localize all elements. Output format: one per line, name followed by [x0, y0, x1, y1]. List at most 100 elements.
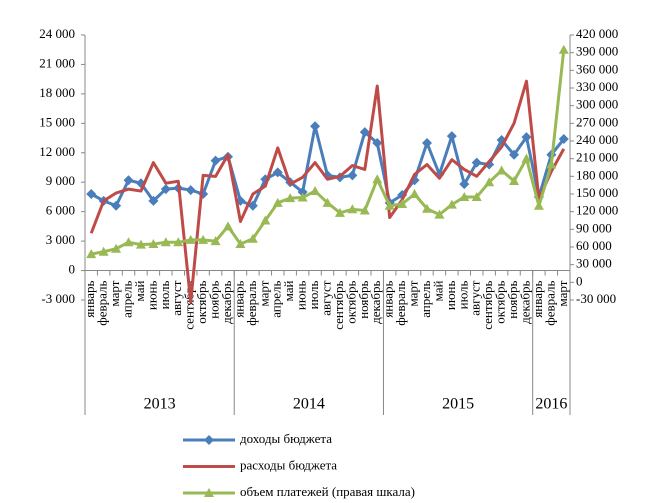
group-label: 2015	[442, 396, 474, 413]
legend-marker	[204, 488, 214, 497]
series-marker	[484, 177, 495, 187]
series-marker	[509, 176, 520, 186]
x-tick-label: декабрь	[368, 280, 383, 323]
x-tick-label: июль	[306, 280, 321, 309]
series-marker	[397, 199, 408, 209]
series-marker	[372, 174, 383, 184]
x-tick-label: март	[256, 280, 271, 306]
series-marker	[185, 185, 196, 196]
x-tick-label: октябрь	[343, 280, 358, 323]
series-marker	[421, 203, 432, 213]
series-marker	[521, 153, 532, 163]
y2-tick-label: 120 000	[576, 203, 618, 218]
x-tick-label: ноябрь	[505, 280, 520, 318]
x-tick-label: апрель	[120, 280, 135, 317]
series-marker	[185, 234, 196, 244]
series-marker	[123, 237, 134, 247]
x-tick-label: октябрь	[194, 280, 209, 323]
series-marker	[533, 200, 544, 210]
series-marker	[558, 44, 569, 54]
series-marker	[297, 187, 308, 198]
series-marker	[446, 199, 457, 209]
series-marker	[285, 193, 296, 203]
y2-tick-label: 420 000	[576, 26, 618, 41]
y2-tick-label: 330 000	[576, 79, 618, 94]
x-tick-label: апрель	[269, 280, 284, 317]
series-marker	[173, 237, 184, 247]
x-tick-label: май	[430, 281, 445, 302]
x-tick-label: декабрь	[517, 280, 532, 323]
series-marker	[148, 239, 159, 249]
series-marker	[471, 191, 482, 201]
series-marker	[446, 131, 457, 142]
series-marker	[272, 167, 283, 178]
series-marker	[210, 155, 221, 166]
y2-tick-label: 210 000	[576, 150, 618, 165]
series-marker	[310, 121, 321, 132]
y-tick-label: 3 000	[46, 232, 75, 247]
series-marker	[334, 207, 345, 217]
y-tick-label: 6 000	[46, 203, 75, 218]
series-marker	[86, 189, 97, 199]
series-marker	[210, 236, 221, 246]
y-tick-label: 9 000	[46, 173, 75, 188]
y2-tick-label: 150 000	[576, 185, 618, 200]
series-marker	[111, 243, 122, 253]
x-tick-label: июнь	[294, 280, 309, 310]
series-marker	[546, 159, 557, 169]
x-tick-label: март	[406, 280, 421, 306]
series-line	[89, 79, 566, 304]
x-tick-label: март	[107, 280, 122, 306]
series-marker	[521, 132, 532, 143]
y2-tick-label: 240 000	[576, 132, 618, 147]
group-label: 2014	[293, 396, 325, 413]
series-marker	[459, 179, 470, 190]
y2-tick-label: 180 000	[576, 167, 618, 182]
legend-label: объем платежей (правая шкала)	[240, 484, 415, 499]
x-tick-label: февраль	[95, 280, 110, 325]
series-marker	[98, 246, 109, 256]
series-marker	[160, 237, 171, 247]
legend-label: расходы бюджета	[240, 457, 337, 472]
series-marker	[421, 137, 432, 148]
series-marker	[496, 165, 507, 175]
x-tick-label: февраль	[393, 280, 408, 325]
y2-tick-label: 390 000	[576, 44, 618, 59]
series-marker	[223, 221, 234, 231]
x-tick-label: июнь	[443, 280, 458, 310]
series-marker	[359, 127, 370, 138]
series-marker	[384, 200, 395, 210]
x-tick-label: октябрь	[493, 280, 508, 323]
x-tick-label: январь	[231, 280, 246, 317]
series-line	[90, 49, 566, 256]
x-tick-label: июль	[455, 280, 470, 309]
y-tick-label: 0	[69, 262, 76, 277]
series-marker	[86, 249, 97, 259]
x-tick-label: ноябрь	[207, 280, 222, 318]
series-marker	[111, 200, 122, 211]
x-tick-label: май	[132, 281, 147, 302]
x-tick-label: сентябрь	[480, 280, 495, 329]
series-marker	[247, 233, 258, 243]
legend-label: доходы бюджета	[240, 431, 332, 446]
series-marker	[235, 239, 246, 249]
series-marker	[198, 234, 209, 244]
y2-tick-label: 60 000	[576, 238, 612, 253]
series-marker	[148, 195, 159, 206]
series-marker	[359, 205, 370, 215]
series-marker	[434, 209, 445, 219]
series-marker	[347, 170, 358, 181]
y-tick-label: 21 000	[39, 55, 75, 70]
y2-tick-label: 90 000	[576, 220, 612, 235]
y-tick-label: 24 000	[39, 26, 75, 41]
y2-tick-label: 360 000	[576, 61, 618, 76]
series-marker	[409, 189, 420, 198]
legend-marker	[204, 435, 214, 445]
y2-tick-label: 270 000	[576, 114, 618, 129]
y2-tick-label: 30 000	[576, 256, 612, 271]
y2-tick-label: 0	[576, 273, 583, 288]
series-marker	[484, 159, 495, 170]
group-label: 2013	[144, 396, 176, 413]
series-marker	[247, 200, 258, 211]
x-tick-label: август	[169, 280, 184, 316]
